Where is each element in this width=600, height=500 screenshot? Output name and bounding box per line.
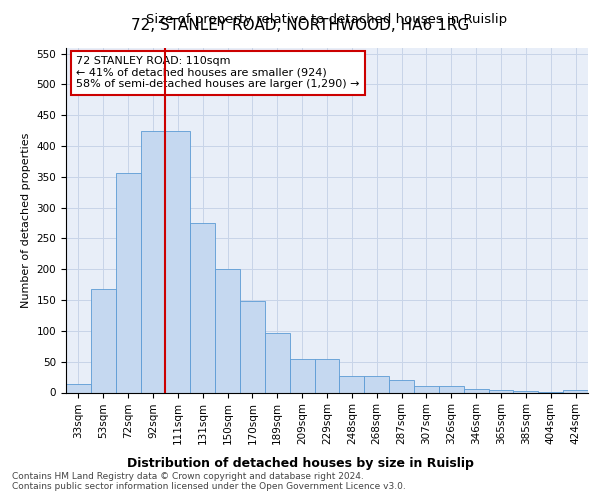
- Bar: [414, 386, 439, 392]
- Text: 72 STANLEY ROAD: 110sqm
← 41% of detached houses are smaller (924)
58% of semi-d: 72 STANLEY ROAD: 110sqm ← 41% of detache…: [76, 56, 360, 90]
- Bar: [439, 386, 464, 392]
- Bar: [91, 289, 116, 393]
- Bar: [190, 223, 215, 392]
- Bar: [290, 358, 314, 392]
- Bar: [314, 358, 340, 392]
- Bar: [340, 376, 364, 392]
- Bar: [389, 380, 414, 392]
- Y-axis label: Number of detached properties: Number of detached properties: [21, 132, 31, 308]
- Title: Size of property relative to detached houses in Ruislip: Size of property relative to detached ho…: [146, 12, 508, 26]
- Text: Contains HM Land Registry data © Crown copyright and database right 2024.: Contains HM Land Registry data © Crown c…: [12, 472, 364, 481]
- Bar: [166, 130, 190, 392]
- Bar: [514, 390, 538, 392]
- Bar: [364, 376, 389, 392]
- Text: Distribution of detached houses by size in Ruislip: Distribution of detached houses by size …: [127, 458, 473, 470]
- Text: 72, STANLEY ROAD, NORTHWOOD, HA6 1RG: 72, STANLEY ROAD, NORTHWOOD, HA6 1RG: [131, 18, 469, 32]
- Bar: [488, 390, 514, 392]
- Bar: [265, 334, 290, 392]
- Bar: [66, 384, 91, 392]
- Bar: [116, 172, 140, 392]
- Text: Contains public sector information licensed under the Open Government Licence v3: Contains public sector information licen…: [12, 482, 406, 491]
- Bar: [240, 302, 265, 392]
- Bar: [563, 390, 588, 392]
- Bar: [140, 130, 166, 392]
- Bar: [215, 270, 240, 392]
- Bar: [464, 389, 488, 392]
